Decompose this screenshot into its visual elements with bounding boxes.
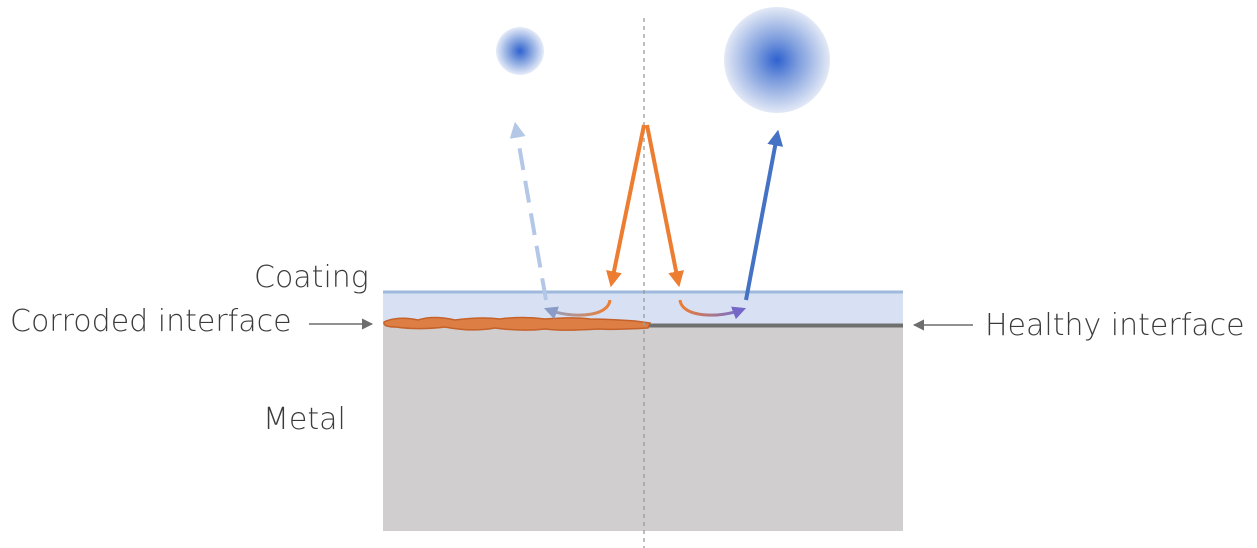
weak-reflected-beam: [509, 121, 548, 301]
large-detected-spot: [724, 7, 830, 113]
coating-label: Coating: [254, 260, 369, 295]
strong-reflected-beam: [744, 129, 784, 301]
incident-beam-right: [645, 124, 684, 288]
incident-beam-left: [606, 124, 646, 288]
small-detected-spot: [496, 27, 544, 75]
corrosion-layer: [383, 316, 652, 331]
healthy-interface-label: Healthy interface: [985, 308, 1245, 343]
metal-block: [383, 325, 903, 531]
scatter-curl-left: [543, 299, 612, 320]
metal-label: Metal: [263, 402, 346, 437]
corroded-interface-label: Corroded interface: [10, 304, 292, 339]
scatter-curl-right: [678, 299, 747, 320]
